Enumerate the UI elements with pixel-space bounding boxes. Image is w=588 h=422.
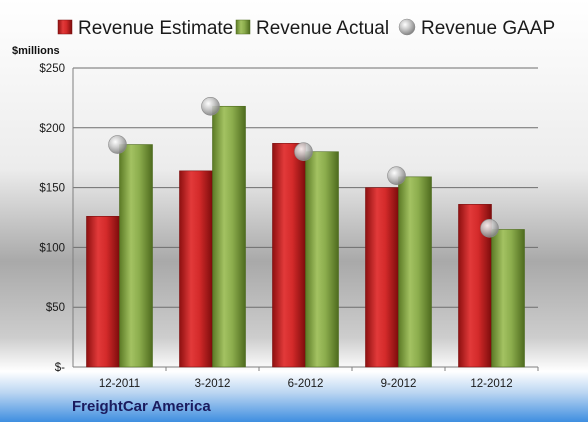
x-tick-label: 12-2012 <box>470 378 512 390</box>
legend-swatch-estimate <box>57 19 73 35</box>
bar-revenue-estimate <box>179 170 213 368</box>
y-tick-label: $- <box>55 362 65 374</box>
x-tick-label: 9-2012 <box>381 378 417 390</box>
gaap-point <box>201 96 220 116</box>
bar-revenue-estimate <box>272 143 306 368</box>
y-tick-label: $200 <box>39 123 65 135</box>
legend-label-estimate: Revenue Estimate <box>78 18 233 39</box>
bars <box>86 105 525 368</box>
legend-marker-gaap <box>398 18 416 36</box>
bar-revenue-actual <box>212 105 246 368</box>
x-tick-label: 12-2011 <box>99 378 140 390</box>
x-tick-label: 6-2012 <box>288 378 324 390</box>
bar-revenue-actual <box>398 176 432 368</box>
bar-revenue-estimate <box>86 216 120 368</box>
bar-revenue-actual <box>305 151 339 368</box>
gaap-points <box>108 96 499 238</box>
y-tick-label: $100 <box>39 242 65 254</box>
gaap-point <box>108 135 127 154</box>
gaap-point <box>480 218 499 238</box>
gaap-point <box>387 166 406 185</box>
tick-labels: $- $50 $100 $150 $200 $250 12-2011 3-2012 6-2012… <box>39 63 512 390</box>
legend-label-actual: Revenue Actual <box>256 18 389 39</box>
bar-revenue-actual <box>491 229 525 368</box>
legend: Revenue Estimate Revenue Actual Revenue … <box>57 18 555 39</box>
company-caption: FreightCar America <box>72 398 211 415</box>
bar-revenue-actual <box>119 144 153 368</box>
y-tick-label: $50 <box>46 302 65 314</box>
y-tick-label: $250 <box>39 63 65 75</box>
x-tick-label: 3-2012 <box>195 378 231 390</box>
y-axis-label: $millions <box>12 45 60 57</box>
bar-revenue-estimate <box>365 187 399 368</box>
legend-label-gaap: Revenue GAAP <box>421 18 555 39</box>
legend-swatch-actual <box>235 19 251 35</box>
y-tick-label: $150 <box>39 183 65 195</box>
gaap-point <box>294 142 313 162</box>
